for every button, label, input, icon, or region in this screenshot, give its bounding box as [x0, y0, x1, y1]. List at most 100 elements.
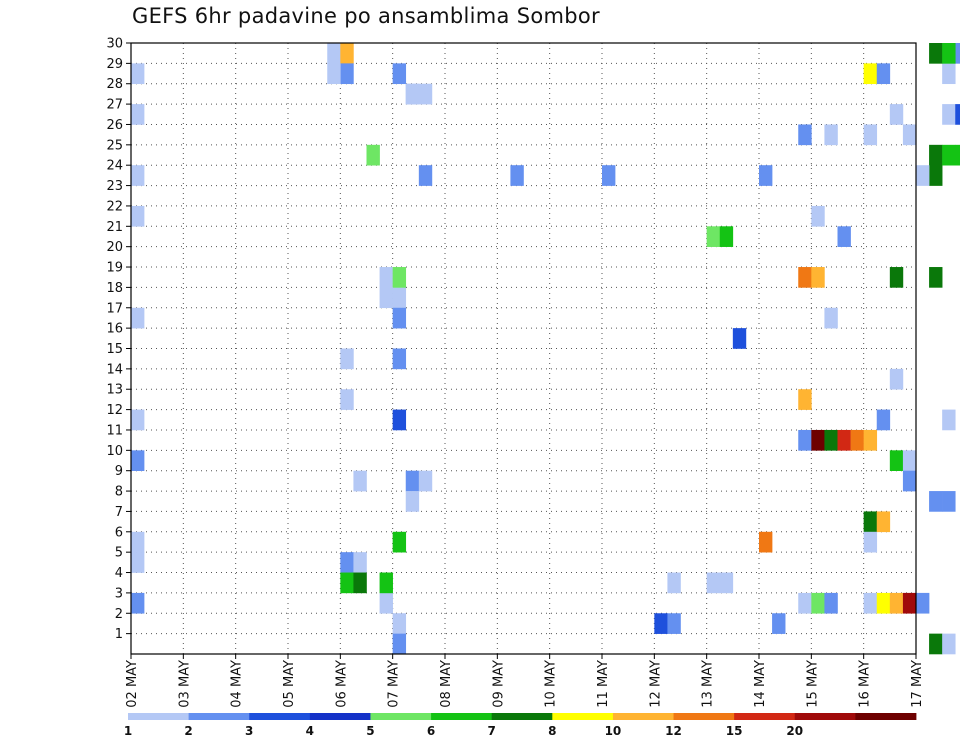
x-tick-label: 11 MAY	[596, 660, 611, 708]
y-tick-label: 21	[106, 220, 123, 235]
heatmap-cell	[863, 124, 878, 146]
heatmap-cell	[405, 470, 420, 492]
heatmap-cell	[902, 124, 917, 146]
heatmap-cell	[942, 633, 956, 655]
heatmap-cell	[942, 409, 956, 431]
y-tick-label: 11	[106, 423, 123, 438]
heatmap-cell	[798, 124, 812, 146]
heatmap-cell	[811, 267, 825, 288]
heatmap-cell	[772, 613, 786, 634]
heatmap-cell	[418, 165, 433, 186]
y-tick-label: 1	[115, 627, 123, 642]
y-tick-label: 20	[106, 240, 123, 255]
y-tick-label: 7	[115, 505, 123, 520]
heatmap-cell	[353, 552, 367, 573]
heatmap-cell	[929, 267, 943, 288]
y-tick-label: 24	[106, 159, 123, 174]
heatmap-cell	[889, 267, 904, 288]
heatmap-cell	[392, 63, 407, 85]
heatmap-cell	[824, 307, 838, 329]
heatmap-cell	[902, 450, 917, 471]
heatmap-cell	[510, 165, 524, 186]
heatmap-cell	[392, 531, 407, 553]
heatmap-cell	[654, 613, 668, 634]
heatmap-cell	[340, 572, 354, 594]
y-tick-label: 15	[106, 342, 123, 357]
heatmap-cell	[392, 409, 407, 431]
heatmap-cell	[798, 389, 812, 410]
heatmap-cell	[667, 613, 681, 634]
y-tick-label: 4	[115, 566, 123, 581]
y-tick-label: 5	[115, 546, 123, 561]
chart-title: GEFS 6hr padavine po ansamblima Sombor	[132, 4, 600, 28]
y-tick-label: 30	[106, 37, 123, 52]
heatmap-cell	[340, 43, 354, 64]
x-tick-label: 10 MAY	[544, 660, 559, 708]
heatmap-cell	[418, 83, 433, 105]
heatmap-cell	[340, 552, 354, 573]
x-tick-label: 17 MAY	[910, 660, 925, 708]
heatmap-cell	[889, 104, 904, 125]
y-tick-label: 2	[115, 607, 123, 622]
heatmap-cell	[759, 165, 773, 186]
heatmap-cell	[876, 511, 891, 533]
color-legend: 1 2 3 4 5 6 7 8 10 12 15 20	[124, 713, 917, 738]
heatmap-cell	[392, 267, 407, 288]
heatmap-cell	[916, 165, 930, 186]
heatmap-cell	[131, 63, 145, 85]
y-axis: 1234567891011121314151617181920212223242…	[106, 37, 131, 642]
heatmap-cell	[942, 491, 956, 512]
heatmap-cell	[811, 205, 825, 227]
heatmap-cell	[942, 104, 956, 125]
legend-level-label: 15	[726, 724, 743, 738]
legend-swatch	[128, 713, 190, 720]
heatmap-cells	[131, 43, 960, 655]
heatmap-cell	[667, 572, 681, 594]
x-tick-label: 04 MAY	[230, 660, 245, 708]
legend-level-label: 8	[548, 724, 556, 738]
heatmap-cell	[732, 328, 747, 349]
heatmap-cell	[353, 572, 367, 594]
y-tick-label: 26	[106, 118, 123, 133]
y-tick-label: 14	[106, 362, 123, 377]
heatmap-cell	[863, 592, 878, 614]
legend-level-label: 3	[245, 724, 253, 738]
legend-swatch	[370, 713, 432, 720]
heatmap-cell	[392, 287, 407, 309]
heatmap-cell	[706, 572, 721, 594]
y-tick-label: 25	[106, 138, 123, 153]
legend-level-label: 1	[124, 724, 132, 738]
heatmap-cell	[327, 43, 341, 64]
heatmap-cell	[942, 43, 956, 64]
legend-level-label: 7	[488, 724, 496, 738]
heatmap-cell	[131, 552, 145, 573]
heatmap-cell	[837, 429, 851, 451]
y-tick-label: 9	[115, 464, 123, 479]
y-tick-label: 17	[106, 301, 123, 316]
heatmap-cell	[379, 572, 393, 594]
legend-swatch	[794, 713, 856, 720]
heatmap-cell	[392, 633, 407, 655]
x-tick-label: 14 MAY	[753, 660, 768, 708]
y-tick-label: 16	[106, 322, 123, 337]
heatmap-cell	[719, 572, 734, 594]
heatmap-cell	[131, 531, 145, 553]
heatmap-cell	[942, 63, 956, 85]
heatmap-cell	[811, 592, 825, 614]
heatmap-cell	[955, 104, 960, 125]
heatmap-cell	[340, 389, 354, 410]
heatmap-cell	[418, 470, 433, 492]
heatmap-cell	[719, 226, 734, 247]
y-tick-label: 19	[106, 261, 123, 276]
legend-level-label: 10	[605, 724, 622, 738]
y-tick-label: 22	[106, 199, 123, 214]
x-tick-label: 15 MAY	[805, 660, 820, 708]
heatmap-cell	[929, 491, 943, 512]
heatmap-cell	[889, 368, 904, 390]
heatmap-cell	[131, 165, 145, 186]
y-tick-label: 23	[106, 179, 123, 194]
legend-level-label: 20	[786, 724, 803, 738]
grid-lines	[131, 43, 916, 654]
heatmap-cell	[759, 531, 773, 553]
